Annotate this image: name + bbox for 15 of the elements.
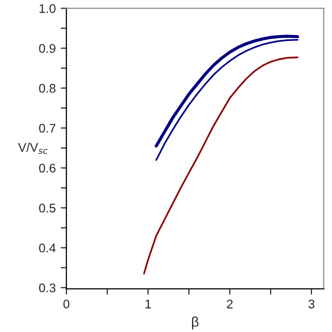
x-tick-label: 0 xyxy=(63,300,70,308)
y-tick-label: 0.8 xyxy=(39,84,56,93)
line-series xyxy=(143,56,298,275)
y-tick-label: 0.9 xyxy=(39,44,56,53)
y-tick-label: 0.7 xyxy=(39,124,56,133)
y-tick-label: 1.0 xyxy=(40,4,56,13)
x-axis-title: β xyxy=(192,316,198,330)
x-tick-label: 2 xyxy=(226,300,233,308)
y-tick-label: 0.6 xyxy=(39,164,56,173)
y-tick-label: 0.5 xyxy=(39,204,56,212)
x-tick-label: 3 xyxy=(308,300,314,308)
x-tick-label: 1 xyxy=(146,300,151,308)
y-tick-label: 0.3 xyxy=(39,283,56,292)
y-axis-title: V/V$_{sc}$ xyxy=(18,142,48,154)
y-tick-label: 0.4 xyxy=(39,244,56,252)
